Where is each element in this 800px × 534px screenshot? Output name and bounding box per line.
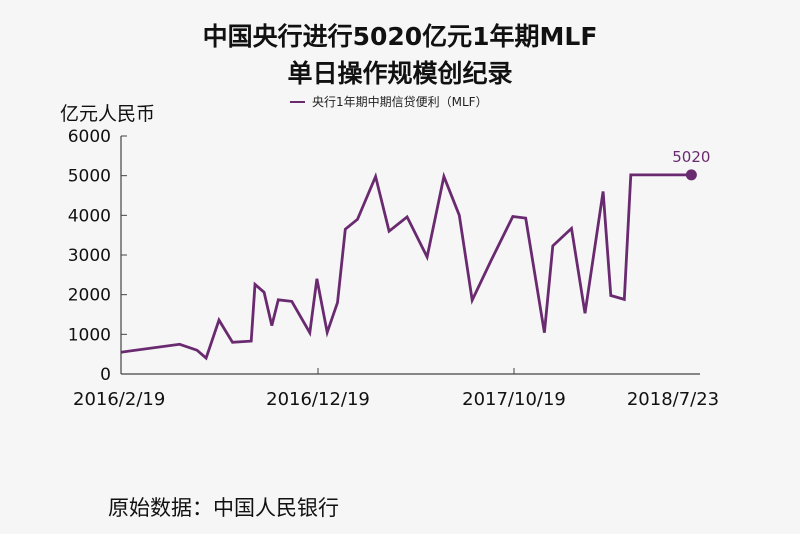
source-note: 原始数据：中国人民银行 [108, 496, 339, 520]
legend-entry: 央行1年期中期信贷便利（MLF） [312, 94, 488, 109]
y-tick-label: 2000 [68, 286, 111, 306]
x-tick-label: 2016/2/19 [73, 389, 165, 410]
chart-title-line-1: 中国央行进行5020亿元1年期MLF [203, 22, 598, 51]
legend: 央行1年期中期信贷便利（MLF） [290, 94, 488, 109]
y-tick-label: 0 [100, 365, 111, 385]
y-tick-label: 1000 [68, 325, 111, 345]
x-tick-label: 2016/12/19 [266, 389, 370, 410]
plot-area: 5020 [120, 148, 710, 361]
y-tick-label: 5000 [68, 167, 111, 187]
chart-title: 中国央行进行5020亿元1年期MLF 单日操作规模创纪录 [203, 22, 598, 88]
y-tick-label: 3000 [68, 246, 111, 266]
latest-point-marker [685, 169, 697, 181]
latest-value-label: 5020 [672, 148, 710, 166]
y-tick-label: 4000 [68, 206, 111, 226]
y-axis: 0 1000 2000 3000 4000 5000 6000 [68, 127, 127, 385]
x-axis: 2016/2/19 2016/12/19 2017/10/19 2018/7/23 [73, 368, 719, 410]
x-tick-label: 2018/7/23 [627, 389, 719, 410]
chart-title-line-2: 单日操作规模创纪录 [287, 59, 512, 88]
y-tick-label: 6000 [68, 127, 111, 147]
x-tick-label: 2017/10/19 [462, 389, 566, 410]
series-line [120, 171, 692, 361]
y-axis-unit-label: 亿元人民币 [60, 103, 155, 125]
